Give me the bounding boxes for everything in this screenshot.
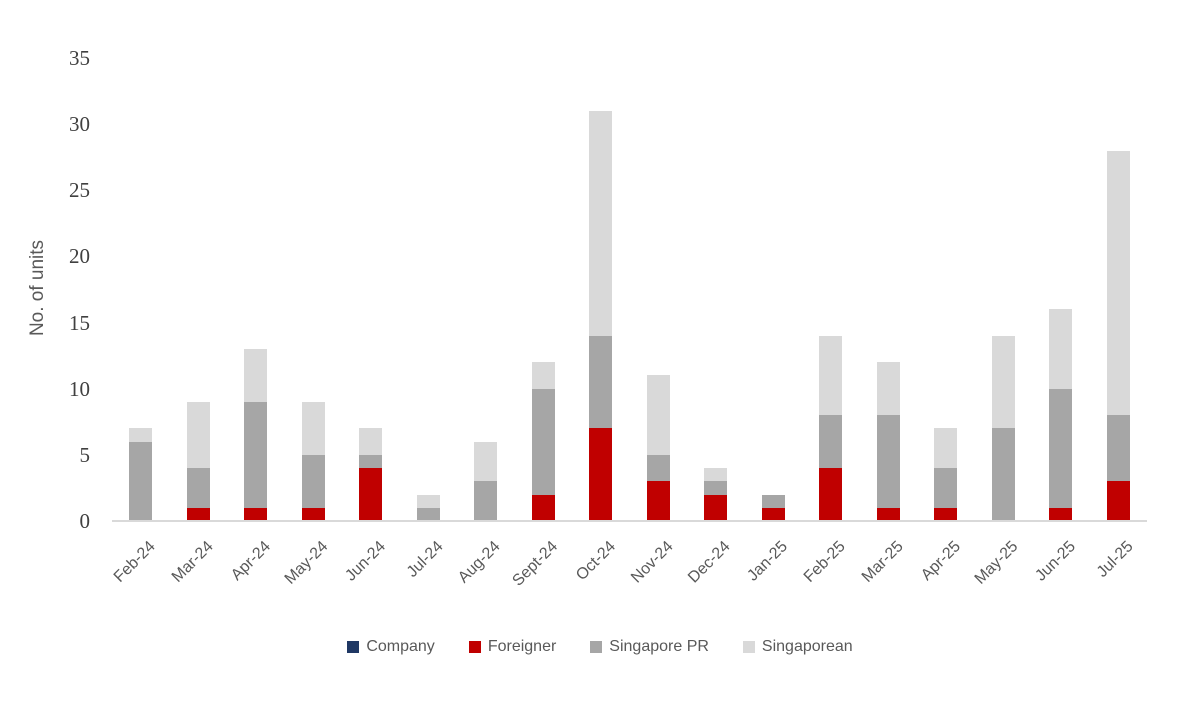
bar-segment-singapore-pr-jul-25 [1106,415,1130,482]
y-tick-label: 25 [69,178,90,203]
bar-segment-foreigner-dec-24 [704,494,728,521]
bar-segment-singapore-pr-apr-25 [934,468,958,508]
bar-segment-singapore-pr-jan-25 [761,494,785,508]
y-tick-label: 20 [69,244,90,269]
legend-item-singapore-pr: Singapore PR [590,638,709,656]
y-tick-label: 5 [79,442,91,467]
x-tick-label: Sept-24 [509,538,562,590]
bar-segment-foreigner-jun-24 [359,468,383,521]
legend-label: Foreigner [487,638,557,655]
bar-segment-singapore-pr-may-24 [301,454,325,508]
x-tick-label: Apr-24 [227,538,274,584]
x-tick-label: Jul-24 [403,538,447,581]
bar-segment-singaporean-mar-24 [186,401,210,469]
legend-swatch-icon [590,641,603,653]
x-tick-label: Dec-24 [685,538,734,587]
legend-swatch-icon [347,641,360,653]
bar-segment-singaporean-apr-24 [244,349,268,402]
bar-segment-singaporean-dec-24 [704,468,728,482]
legend-label: Company [366,638,435,655]
legend-label: Singaporean [761,638,853,655]
bar-segment-singapore-pr-apr-24 [244,401,268,508]
bar-segment-singapore-pr-aug-24 [474,481,498,521]
x-tick-label: Oct-24 [572,538,619,584]
y-tick-label: 0 [79,509,91,533]
y-tick-label: 15 [69,310,90,335]
x-tick-label: Jul-25 [1093,538,1137,581]
bar-segment-singapore-pr-sept-24 [531,388,555,495]
bar-segment-singapore-pr-feb-24 [129,441,153,521]
bar-segment-singapore-pr-nov-24 [646,454,670,482]
bar-segment-foreigner-apr-25 [934,507,958,521]
bar-segment-foreigner-sept-24 [531,494,555,521]
bar-segment-singaporean-mar-25 [876,362,900,416]
bar-segment-foreigner-oct-24 [589,428,613,521]
legend-item-singaporean: Singaporean [742,638,853,656]
legend-item-company: Company [347,638,435,656]
bar-segment-singapore-pr-mar-25 [876,415,900,508]
bar-segment-singaporean-jul-24 [416,494,440,508]
y-tick-label: 10 [69,376,90,401]
legend: Company Foreigner Singapore PR Singaporean [0,638,1200,656]
bar-segment-singapore-pr-oct-24 [589,335,613,429]
bar-segment-singaporean-sept-24 [531,362,555,389]
bar-segment-singaporean-oct-24 [589,110,613,336]
x-tick-label: Apr-25 [917,538,964,584]
bar-segment-singapore-pr-mar-24 [186,468,210,508]
bar-segment-foreigner-jan-25 [761,507,785,521]
bar-segment-singaporean-may-24 [301,401,325,455]
x-tick-label: Jun-25 [1032,538,1079,585]
y-tick-label: 35 [69,46,90,70]
y-tick-label: 30 [69,112,90,137]
legend-label: Singapore PR [609,638,709,655]
bar-segment-singaporean-may-25 [991,335,1015,429]
x-tick-label: Feb-25 [800,538,849,586]
bar-segment-singaporean-aug-24 [474,441,498,482]
x-tick-label: Jan-25 [744,538,792,585]
bar-segment-foreigner-jun-25 [1049,507,1073,521]
bar-segment-singaporean-nov-24 [646,375,670,455]
bar-segment-singaporean-jul-25 [1106,150,1130,416]
bar-segment-singapore-pr-dec-24 [704,481,728,495]
bar-segment-singapore-pr-jul-24 [416,507,440,521]
bar-segment-foreigner-apr-24 [244,507,268,521]
x-tick-label: Feb-24 [110,538,159,586]
bar-segment-foreigner-feb-25 [819,468,843,521]
bar-segment-singaporean-feb-25 [819,335,843,416]
bar-segment-foreigner-may-24 [301,507,325,521]
x-tick-label: Nov-24 [627,538,677,587]
x-axis-line [112,520,1147,522]
x-tick-label: Aug-24 [455,538,504,587]
bar-segment-foreigner-mar-25 [876,507,900,521]
legend-item-foreigner: Foreigner [468,638,557,656]
x-tick-label: Mar-24 [168,538,217,586]
x-tick-label: Mar-25 [858,538,907,586]
bar-segment-singapore-pr-jun-25 [1049,388,1073,508]
bar-segment-singaporean-jun-25 [1049,309,1073,389]
bar-segment-foreigner-mar-24 [186,507,210,521]
bar-segment-singapore-pr-feb-25 [819,415,843,469]
legend-swatch-icon [468,641,481,653]
bar-segment-singapore-pr-may-25 [991,428,1015,521]
x-tick-label: May-24 [281,538,332,588]
bar-segment-singaporean-jun-24 [359,428,383,455]
legend-swatch-icon [742,641,755,653]
bar-segment-singaporean-feb-24 [129,428,153,442]
plot-area [112,58,1147,521]
bar-segment-foreigner-nov-24 [646,481,670,521]
x-tick-label: Jun-24 [342,538,389,585]
bar-segment-singaporean-apr-25 [934,428,958,469]
bar-segment-singapore-pr-jun-24 [359,454,383,469]
bar-segment-foreigner-jul-25 [1106,481,1130,521]
x-tick-label: May-25 [971,538,1022,588]
